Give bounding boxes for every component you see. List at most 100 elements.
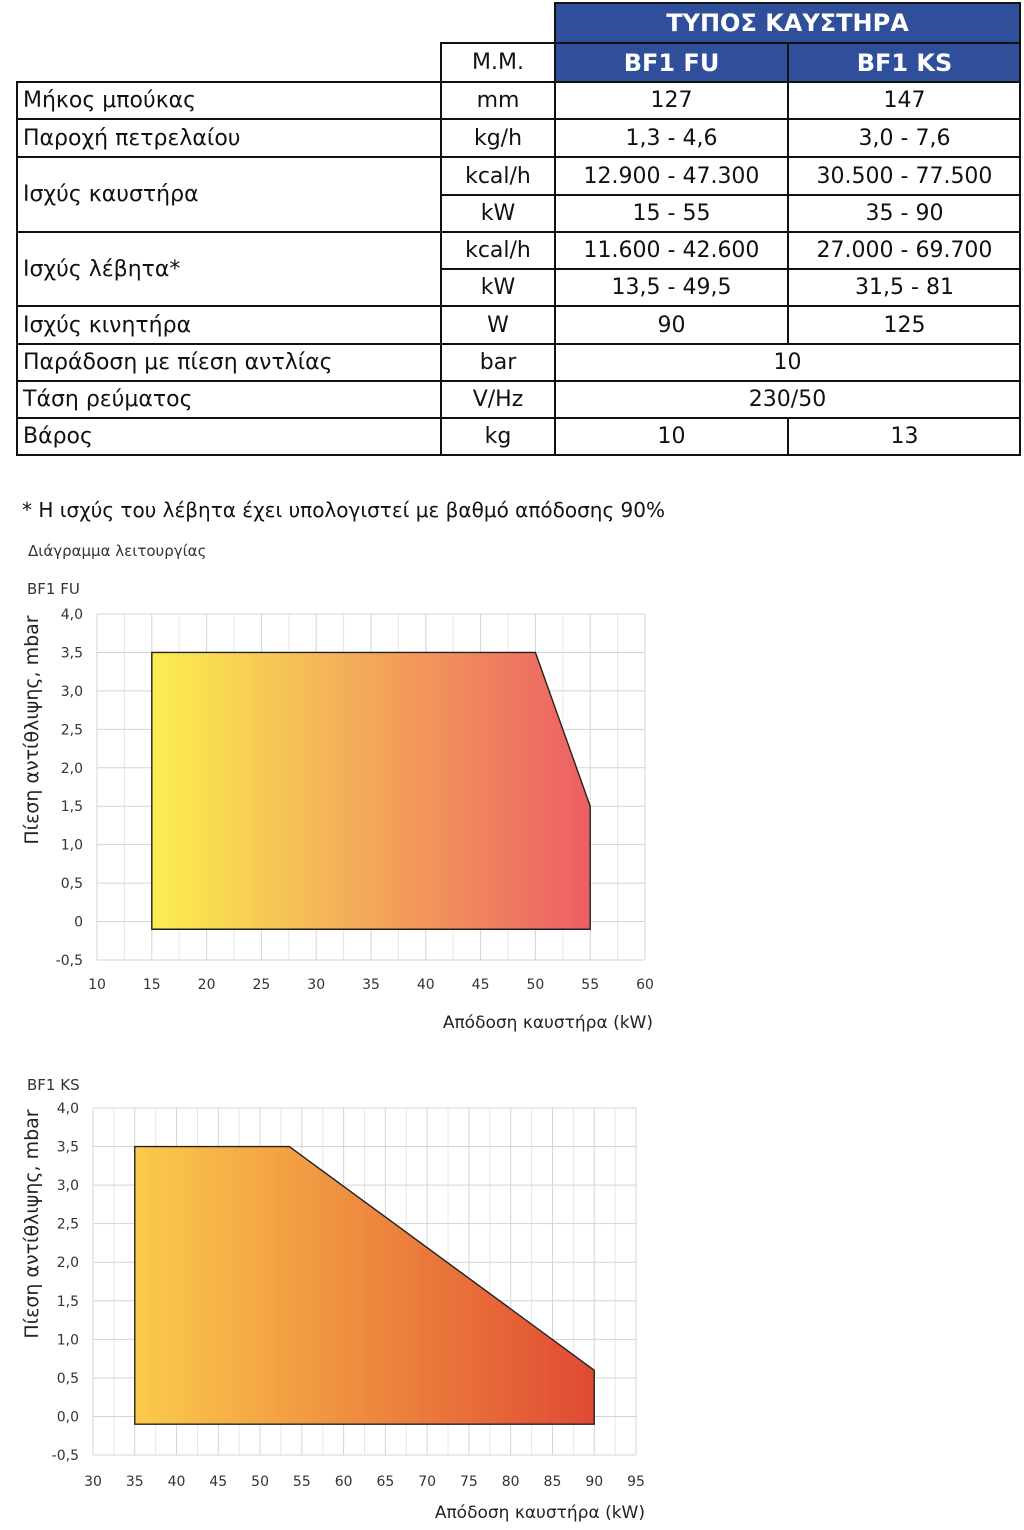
x-tick-label: 45	[472, 977, 490, 993]
x-axis-label: Απόδοση καυστήρα (kW)	[435, 1503, 645, 1523]
x-tick-label: 40	[168, 1474, 186, 1490]
y-axis-label: Πίεση αντίθλιψης, mbar	[21, 615, 43, 844]
value-shared: 10	[773, 350, 802, 375]
x-tick-label: 80	[502, 1474, 520, 1490]
table-border	[440, 42, 442, 456]
unit-header: Μ.Μ.	[472, 50, 524, 75]
x-tick-label: 65	[376, 1474, 394, 1490]
y-tick-label: 3,5	[61, 645, 83, 661]
table-border	[16, 380, 1021, 382]
y-tick-label: 0	[74, 915, 83, 931]
y-tick-label: 4,0	[61, 607, 83, 623]
x-tick-label: 95	[627, 1474, 645, 1490]
diagram-title: Διάγραμμα λειτουργίας	[28, 542, 207, 560]
chart-bf1-fu: -0,5 0 0,5 1,0 1,5 2,0 2,5 3,0 3,5 4,0 10 15 20 25 30 3…	[21, 607, 654, 1033]
x-tick-label: 55	[293, 1474, 311, 1490]
row-label-motor-power: Ισχύς κινητήρα	[23, 312, 192, 338]
x-tick-label: 70	[418, 1474, 436, 1490]
table-border	[441, 42, 1021, 44]
x-tick-label: 50	[526, 977, 544, 993]
table-border	[1019, 2, 1021, 456]
table-border	[441, 194, 1021, 196]
model-header-bf1-fu: BF1 FU	[555, 43, 788, 82]
x-tick-label: 60	[636, 977, 654, 993]
x-tick-label: 35	[362, 977, 380, 993]
value-bf1-ks: 125	[883, 312, 926, 338]
value-shared: 230/50	[748, 387, 827, 412]
table-border	[555, 2, 1021, 4]
footnote: * Η ισχύς του λέβητα έχει υπολογιστεί με…	[22, 498, 665, 522]
value-bf1-ks: 35 - 90	[865, 201, 944, 226]
chart-title-bf1-ks: BF1 KS	[27, 1076, 80, 1094]
unit-cell: V/Hz	[472, 387, 524, 412]
y-tick-label: 0,0	[57, 1409, 79, 1425]
x-axis-label: Απόδοση καυστήρα (kW)	[443, 1013, 653, 1033]
table-border	[16, 156, 1021, 158]
table-border	[441, 268, 1021, 270]
value-bf1-fu: 13,5 - 49,5	[611, 275, 732, 300]
x-tick-label: 75	[460, 1474, 478, 1490]
x-tick-label: 25	[252, 977, 270, 993]
table-border	[16, 81, 1021, 83]
value-bf1-fu: 12.900 - 47.300	[583, 163, 760, 189]
group-header: ΤΥΠΟΣ ΚΑΥΣΤΗΡΑ	[555, 3, 1020, 43]
unit-cell: W	[487, 312, 509, 338]
y-tick-label: 1,0	[61, 838, 83, 854]
table-border	[16, 454, 1021, 456]
table-border	[16, 118, 1021, 120]
chart-bf1-ks: -0,5 0,0 0,5 1,0 1,5 2,0 2,5 3,0 3,5 4,0 30 35 40 45 5…	[21, 1101, 645, 1523]
table-border	[16, 81, 18, 456]
x-tick-label: 85	[544, 1474, 562, 1490]
value-bf1-ks: 31,5 - 81	[855, 275, 954, 300]
value-bf1-fu: 15 - 55	[632, 201, 711, 226]
x-tick-label: 50	[251, 1474, 269, 1490]
unit-cell: mm	[476, 88, 520, 113]
x-tick-label: 10	[88, 977, 106, 993]
x-tick-label: 30	[307, 977, 325, 993]
y-tick-label: 3,5	[57, 1140, 79, 1156]
row-label-oil-flow: Παροχή πετρελαίου	[23, 125, 241, 151]
value-bf1-fu: 90	[657, 312, 686, 338]
value-bf1-fu: 1,3 - 4,6	[625, 125, 718, 151]
unit-cell: kW	[480, 275, 516, 300]
row-label-weight: Βάρος	[23, 424, 93, 449]
value-bf1-ks: 13	[890, 424, 919, 449]
y-tick-label: 3,0	[61, 684, 83, 700]
table-border	[787, 42, 789, 344]
value-bf1-ks: 147	[883, 88, 926, 113]
row-label-burner-power: Ισχύς καυστήρα	[23, 182, 199, 207]
row-label-boiler-power: Ισχύς λέβητα*	[23, 256, 181, 282]
unit-cell: kg	[484, 424, 512, 449]
y-tick-label: 2,5	[61, 722, 83, 738]
x-tick-label: 20	[198, 977, 216, 993]
x-tick-label: 35	[126, 1474, 144, 1490]
row-label-pump-pressure: Παράδοση με πίεση αντλίας	[23, 350, 333, 375]
row-label-nozzle-length: Μήκος μπούκας	[23, 88, 197, 113]
x-tick-label: 90	[585, 1474, 603, 1490]
x-tick-label: 55	[581, 977, 599, 993]
unit-cell: bar	[479, 350, 517, 375]
y-tick-label: 0,5	[57, 1371, 79, 1387]
x-tick-label: 30	[84, 1474, 102, 1490]
unit-cell: kcal/h	[465, 238, 531, 263]
x-tick-label: 15	[143, 977, 161, 993]
value-bf1-ks: 3,0 - 7,6	[858, 125, 951, 151]
y-tick-label: 4,0	[57, 1101, 79, 1117]
y-axis-label: Πίεση αντίθλιψης, mbar	[21, 1109, 43, 1338]
y-tick-label: 0,5	[61, 876, 83, 892]
y-tick-label: 1,5	[61, 799, 83, 815]
model-header-bf1-ks: BF1 KS	[789, 43, 1020, 82]
value-bf1-fu: 127	[650, 88, 693, 113]
y-tick-label: 2,5	[57, 1217, 79, 1233]
y-tick-label: 1,0	[57, 1332, 79, 1348]
x-tick-label: 60	[335, 1474, 353, 1490]
chart-title-bf1-fu: BF1 FU	[27, 580, 80, 598]
value-bf1-fu: 11.600 - 42.600	[583, 238, 760, 263]
operating-range-area	[151, 651, 591, 930]
table-border	[16, 305, 1021, 307]
x-tick-label: 40	[417, 977, 435, 993]
unit-cell: kcal/h	[465, 163, 531, 189]
row-label-voltage: Τάση ρεύματος	[23, 387, 193, 412]
y-tick-label: 1,5	[57, 1294, 79, 1310]
table-border	[554, 2, 556, 456]
